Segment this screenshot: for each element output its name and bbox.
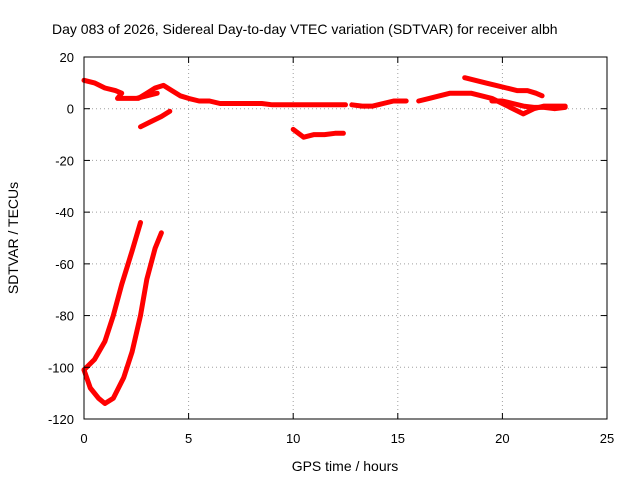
chart-title: Day 083 of 2026, Sidereal Day-to-day VTE… bbox=[52, 21, 558, 37]
grid bbox=[84, 57, 607, 419]
x-tick-label: 5 bbox=[185, 431, 192, 446]
x-tick-label: 10 bbox=[286, 431, 300, 446]
y-tick-label: -100 bbox=[48, 360, 74, 375]
series-arc-2 bbox=[135, 82, 348, 108]
plot-frame bbox=[83, 56, 608, 420]
x-tick-label: 25 bbox=[600, 431, 614, 446]
y-tick-label: -20 bbox=[55, 153, 74, 168]
y-tick-label: 0 bbox=[67, 102, 74, 117]
x-axis-label: GPS time / hours bbox=[292, 458, 399, 474]
data-series bbox=[81, 75, 568, 406]
series-arc-10 bbox=[81, 230, 164, 406]
series-arc-5 bbox=[349, 98, 409, 109]
axis-ticks: 0 5 10 15 20 25 20 0 -20 -40 -60 -80 -100 -120 bbox=[48, 50, 614, 446]
y-tick-label: 20 bbox=[60, 50, 74, 65]
y-tick-label: -60 bbox=[55, 257, 74, 272]
x-tick-label: 0 bbox=[80, 431, 87, 446]
series-arc-9 bbox=[81, 220, 143, 373]
x-tick-label: 15 bbox=[391, 431, 405, 446]
x-tick-label: 20 bbox=[495, 431, 509, 446]
series-arc-3 bbox=[138, 108, 173, 130]
y-axis-label: SDTVAR / TECUs bbox=[5, 182, 21, 294]
y-tick-label: -80 bbox=[55, 309, 74, 324]
series-arc-7 bbox=[462, 75, 545, 99]
series-arc-4 bbox=[290, 126, 346, 140]
y-tick-label: -40 bbox=[55, 205, 74, 220]
y-tick-label: -120 bbox=[48, 412, 74, 427]
series-arc-8 bbox=[489, 98, 568, 112]
